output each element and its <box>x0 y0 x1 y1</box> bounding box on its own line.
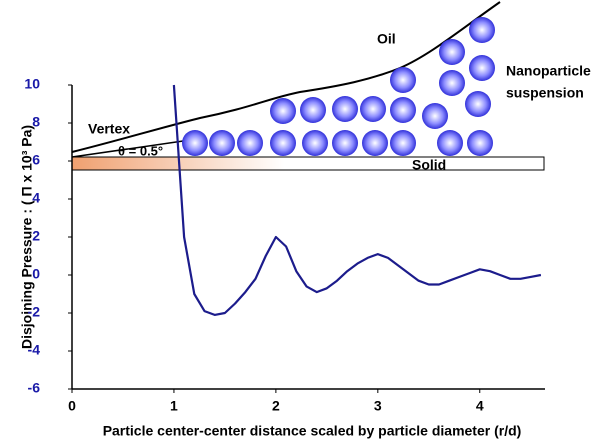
y-tick-label: 6 <box>32 152 40 168</box>
y-tick-label: -2 <box>28 304 41 320</box>
annotation: suspension <box>506 85 584 101</box>
particle <box>332 130 358 156</box>
particle <box>270 130 296 156</box>
particle <box>237 130 263 156</box>
annotation: Nanoparticle <box>506 63 591 79</box>
annotation: θ = 0.5° <box>118 143 163 158</box>
curve <box>174 85 541 315</box>
particle <box>302 130 328 156</box>
particle <box>390 67 416 93</box>
particle <box>362 130 388 156</box>
solid-surface <box>72 157 544 170</box>
particle <box>467 130 493 156</box>
y-tick-label: 8 <box>32 114 40 130</box>
chart: Disjoining Pressure : ( Π x 10³ Pa) Part… <box>0 0 609 445</box>
particle <box>465 91 491 117</box>
x-tick-label: 3 <box>374 398 382 414</box>
particle <box>439 70 465 96</box>
x-tick-label: 1 <box>170 398 178 414</box>
x-tick-label: 4 <box>476 398 484 414</box>
x-axis-title: Particle center-center distance scaled b… <box>103 423 522 439</box>
y-tick-label: -6 <box>28 380 41 396</box>
particle <box>332 96 358 122</box>
y-tick-label: 2 <box>32 228 40 244</box>
particle <box>437 130 463 156</box>
annotation: Solid <box>412 157 446 173</box>
y-tick-label: 10 <box>24 76 40 92</box>
particle <box>390 130 416 156</box>
annotation: Oil <box>377 31 396 47</box>
y-tick-label: 4 <box>32 190 40 206</box>
y-tick-label: -4 <box>28 342 41 358</box>
particle <box>182 130 208 156</box>
particle <box>300 97 326 123</box>
particle <box>390 97 416 123</box>
particle <box>469 55 495 81</box>
particle <box>469 17 495 43</box>
particle <box>270 98 296 124</box>
particle <box>360 96 386 122</box>
y-tick-label: 0 <box>32 266 40 282</box>
x-tick-label: 0 <box>68 398 76 414</box>
particle <box>439 39 465 65</box>
oil-interface <box>72 2 500 152</box>
particle <box>209 130 235 156</box>
x-tick-label: 2 <box>272 398 280 414</box>
particle <box>422 103 448 129</box>
annotation: Vertex <box>88 121 130 137</box>
